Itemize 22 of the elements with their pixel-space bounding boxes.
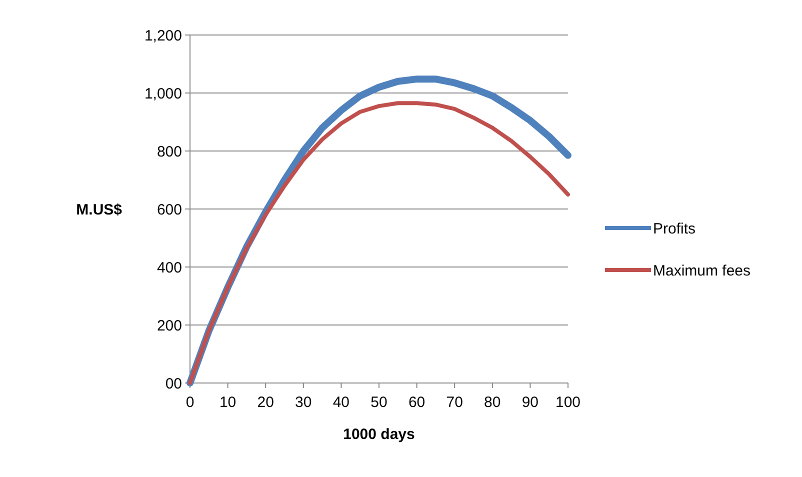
y-tick-label: 400	[156, 259, 182, 276]
x-tick-label: 100	[555, 394, 581, 411]
y-tick-label: 1,200	[144, 27, 182, 44]
x-tick-label: 50	[370, 394, 388, 411]
x-tick-label: 70	[446, 394, 463, 411]
x-tick-label: 0	[186, 394, 194, 411]
y-tick-label: 600	[156, 201, 182, 218]
y-tick-label: 800	[156, 143, 182, 160]
x-tick-label: 40	[332, 394, 350, 411]
y-tick-label: 00	[165, 375, 182, 392]
x-tick-label: 60	[408, 394, 426, 411]
y-tick-label: 200	[156, 317, 182, 334]
legend-label: Maximum fees	[653, 262, 751, 280]
y-tick-label: 1,000	[144, 85, 182, 102]
x-tick-label: 30	[295, 394, 312, 411]
x-tick-label: 10	[219, 394, 236, 411]
x-axis-title: 1000 days	[343, 426, 415, 443]
legend-label: Profits	[653, 220, 696, 238]
x-tick-label: 80	[484, 394, 501, 411]
x-tick-label: 20	[257, 394, 274, 411]
x-tick-label: 90	[522, 394, 539, 411]
y-axis-title: M.US$	[76, 201, 123, 218]
